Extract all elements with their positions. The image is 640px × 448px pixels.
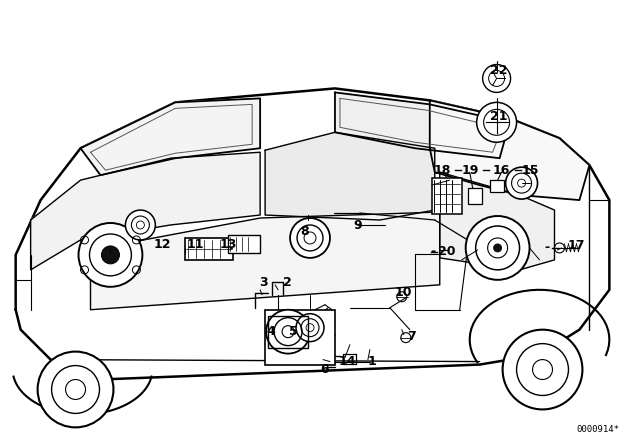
Polygon shape	[430, 100, 589, 200]
FancyBboxPatch shape	[265, 310, 335, 365]
Text: -: -	[544, 241, 549, 254]
Circle shape	[493, 244, 502, 252]
Polygon shape	[440, 172, 554, 270]
Text: 11: 11	[186, 238, 204, 251]
Text: 7: 7	[408, 330, 416, 343]
Text: 8: 8	[301, 225, 309, 238]
FancyBboxPatch shape	[186, 238, 233, 260]
FancyBboxPatch shape	[490, 180, 504, 192]
Polygon shape	[81, 99, 260, 175]
Text: 5: 5	[289, 325, 298, 338]
FancyBboxPatch shape	[432, 178, 461, 214]
Circle shape	[266, 310, 310, 353]
Polygon shape	[15, 88, 609, 379]
Circle shape	[502, 330, 582, 409]
Text: 13: 13	[220, 238, 237, 251]
Text: -: -	[430, 246, 435, 258]
Circle shape	[466, 216, 529, 280]
Text: 0000914*: 0000914*	[577, 425, 620, 435]
Circle shape	[477, 103, 516, 142]
FancyBboxPatch shape	[468, 188, 482, 204]
Text: 16: 16	[493, 164, 510, 177]
Circle shape	[125, 210, 156, 240]
Text: 2: 2	[283, 276, 291, 289]
Circle shape	[483, 65, 511, 92]
Text: 21: 21	[490, 110, 508, 123]
Circle shape	[38, 352, 113, 427]
Polygon shape	[90, 212, 440, 310]
Circle shape	[296, 314, 324, 342]
Text: 1: 1	[367, 355, 376, 368]
Text: 6: 6	[321, 363, 330, 376]
FancyBboxPatch shape	[228, 235, 260, 253]
Text: 14: 14	[338, 355, 356, 368]
Circle shape	[290, 218, 330, 258]
Text: 19: 19	[462, 164, 479, 177]
Text: 10: 10	[394, 286, 412, 299]
Polygon shape	[335, 92, 509, 158]
Text: 22: 22	[490, 64, 508, 77]
Text: 4: 4	[267, 325, 275, 338]
Circle shape	[506, 167, 538, 199]
Polygon shape	[265, 132, 435, 220]
Text: 9: 9	[354, 220, 362, 233]
Circle shape	[102, 246, 120, 264]
Text: 20: 20	[438, 246, 456, 258]
Text: 3: 3	[259, 276, 268, 289]
Text: 12: 12	[154, 238, 171, 251]
Text: 18: 18	[434, 164, 451, 177]
Polygon shape	[31, 152, 260, 270]
Circle shape	[79, 223, 142, 287]
Text: 17: 17	[568, 239, 585, 252]
Text: 15: 15	[522, 164, 540, 177]
